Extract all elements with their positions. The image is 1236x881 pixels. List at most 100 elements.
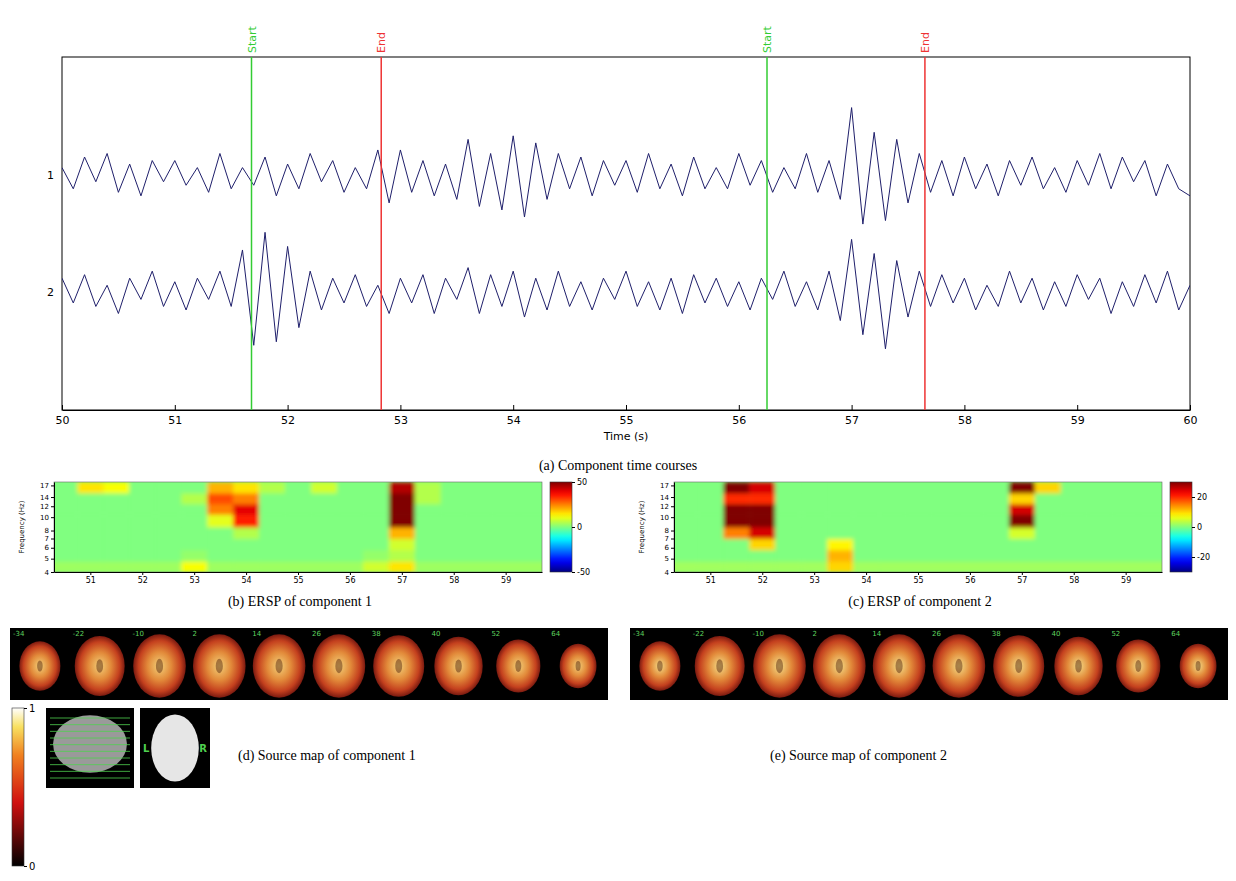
cell bbox=[1139, 514, 1162, 527]
tick: 14 bbox=[660, 494, 674, 502]
tick: 54 bbox=[507, 405, 521, 427]
cell bbox=[103, 514, 129, 527]
axis-line bbox=[24, 709, 25, 867]
cell bbox=[337, 482, 363, 493]
cell bbox=[77, 514, 103, 527]
brain-slice bbox=[313, 634, 366, 697]
cell bbox=[931, 527, 957, 539]
tick-label: 52 bbox=[281, 414, 295, 427]
cell bbox=[801, 493, 827, 504]
tick: 59 bbox=[501, 572, 511, 585]
cell bbox=[1035, 550, 1061, 562]
brain-slice bbox=[75, 636, 125, 696]
cell bbox=[467, 493, 493, 504]
cell bbox=[519, 527, 542, 539]
cell bbox=[311, 482, 337, 493]
cell bbox=[853, 527, 879, 539]
cell bbox=[519, 514, 542, 527]
tick: 55 bbox=[293, 572, 303, 585]
ventricle bbox=[716, 659, 723, 673]
colorbar-axis: 01 bbox=[24, 703, 35, 872]
cell bbox=[103, 527, 129, 539]
tick: 59 bbox=[1121, 572, 1131, 585]
brain-slice bbox=[873, 634, 926, 697]
cell bbox=[259, 514, 285, 527]
cell bbox=[363, 493, 389, 504]
y-axis: 4567810121417 bbox=[40, 482, 54, 577]
tick: 58 bbox=[958, 405, 972, 427]
tick-mark bbox=[671, 531, 674, 532]
cell bbox=[207, 539, 233, 551]
tick-mark bbox=[866, 572, 867, 575]
cell bbox=[1061, 504, 1087, 515]
tick-mark bbox=[572, 527, 575, 528]
cell bbox=[1009, 504, 1035, 515]
cell bbox=[129, 493, 155, 504]
tick-label: 50 bbox=[56, 414, 70, 427]
cell bbox=[285, 550, 311, 562]
tick-label: 53 bbox=[394, 414, 408, 427]
panel-source-map: -34-22-102142638405264(e) Source map of … bbox=[630, 628, 1228, 764]
cell bbox=[1113, 539, 1139, 551]
tick-label: 0 bbox=[577, 523, 582, 532]
cell bbox=[957, 550, 983, 562]
cell bbox=[1113, 514, 1139, 527]
x-axis: 5051525354555657585960 bbox=[56, 405, 1198, 427]
slice-label: 26 bbox=[312, 630, 321, 638]
cell bbox=[363, 527, 389, 539]
tick-label: 51 bbox=[86, 576, 96, 585]
cell bbox=[103, 504, 129, 515]
cell bbox=[311, 561, 337, 572]
cell bbox=[853, 514, 879, 527]
plot-area bbox=[62, 57, 1190, 410]
series-label: 2 bbox=[47, 286, 54, 299]
tick-mark bbox=[671, 485, 674, 486]
cell bbox=[905, 493, 931, 504]
cell bbox=[697, 482, 723, 493]
cell bbox=[337, 527, 363, 539]
tick-mark bbox=[350, 572, 351, 575]
tick: 52 bbox=[281, 405, 295, 427]
tick-mark bbox=[671, 559, 674, 560]
cell bbox=[983, 550, 1009, 562]
cell bbox=[1035, 504, 1061, 515]
caption: (a) Component time courses bbox=[539, 458, 697, 474]
slice-line bbox=[50, 718, 130, 719]
tick: 58 bbox=[449, 572, 459, 585]
figure: 12StartEndStartEnd5051525354555657585960… bbox=[0, 0, 1236, 881]
cell bbox=[931, 561, 957, 572]
event-label: Start bbox=[246, 25, 259, 53]
cell bbox=[389, 504, 415, 515]
tick-mark bbox=[814, 572, 815, 575]
plot-area bbox=[674, 482, 1162, 572]
cell bbox=[697, 539, 723, 551]
cell bbox=[827, 482, 853, 493]
ventricle bbox=[276, 659, 283, 673]
cell bbox=[1061, 482, 1087, 493]
cell bbox=[77, 482, 103, 493]
brain-slice bbox=[133, 634, 186, 697]
tick: 56 bbox=[345, 572, 355, 585]
tick-mark bbox=[51, 572, 54, 573]
event-label: End bbox=[919, 32, 932, 53]
tick: 10 bbox=[40, 514, 54, 522]
tick-label: 10 bbox=[40, 514, 49, 522]
cell bbox=[415, 514, 441, 527]
ventricle bbox=[776, 659, 783, 673]
cell bbox=[519, 561, 542, 572]
brain-slice bbox=[993, 635, 1044, 696]
cell bbox=[259, 550, 285, 562]
tick: 52 bbox=[138, 572, 148, 585]
cell bbox=[775, 539, 801, 551]
cell bbox=[1113, 482, 1139, 493]
cell bbox=[1035, 527, 1061, 539]
brain-slice bbox=[639, 641, 680, 690]
cell bbox=[181, 504, 207, 515]
tick-label: 51 bbox=[168, 414, 182, 427]
cell bbox=[1009, 550, 1035, 562]
cell bbox=[493, 527, 519, 539]
cell bbox=[853, 539, 879, 551]
brain-slice bbox=[1116, 639, 1160, 692]
cell bbox=[103, 482, 129, 493]
slice-label: 40 bbox=[432, 630, 441, 638]
